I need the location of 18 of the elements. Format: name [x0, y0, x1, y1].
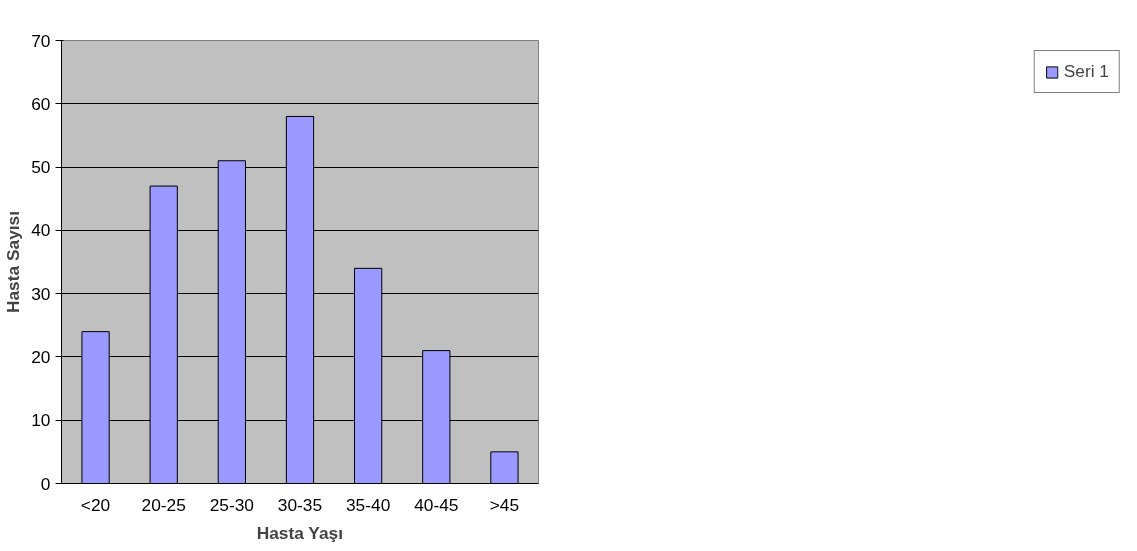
x-tick-label: 20-25: [141, 494, 186, 515]
x-tick-label: 25-30: [209, 494, 255, 515]
legend-label: Seri 1: [1063, 61, 1109, 82]
y-tick-label: 0: [40, 473, 51, 494]
y-tick-label: 50: [31, 157, 51, 178]
y-tick-label: 70: [31, 30, 51, 51]
y-tick-label: 40: [31, 220, 51, 241]
y-tick-label: 20: [31, 346, 51, 367]
x-tick-label: >45: [489, 494, 520, 515]
y-axis-title: Hasta Sayısı: [3, 210, 24, 314]
x-tick-label: 40-45: [414, 494, 459, 515]
y-tick-label: 60: [31, 93, 51, 114]
x-tick-label: <20: [80, 494, 111, 515]
x-tick-label: 30-35: [277, 494, 323, 515]
x-tick-label: 35-40: [345, 494, 391, 515]
y-tick-label: 30: [31, 283, 51, 304]
x-axis-title: Hasta Yaşı: [256, 522, 344, 543]
y-tick-label: 10: [31, 410, 51, 431]
